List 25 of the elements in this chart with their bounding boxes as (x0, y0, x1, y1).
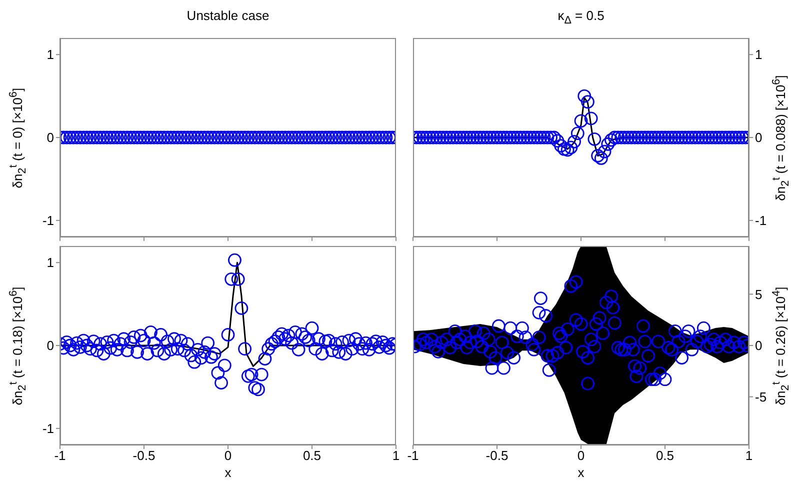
x-axis-title: x (578, 465, 584, 480)
x-tick-label: -0.5 (486, 448, 508, 464)
y-tick-label: -1 (755, 213, 767, 228)
chart-title: κ$_{Δ}$ = 0.5 (558, 8, 604, 27)
y-tick-label: -1 (42, 213, 54, 228)
y-tick-label: 5 (755, 286, 762, 302)
x-tick-label: -1 (407, 448, 419, 464)
y-tick-label: 0 (755, 130, 762, 146)
y-tick-label: -5 (755, 389, 767, 404)
x-tick-label: 0 (224, 448, 232, 464)
y-tick-label: 0 (46, 130, 54, 146)
x-tick-label: 0 (577, 448, 585, 464)
x-tick-label: -0.5 (132, 448, 156, 464)
x-tick-label: 1 (745, 448, 753, 464)
y-tick-label: 0 (755, 338, 762, 354)
chart-title: Unstable case (186, 8, 270, 23)
y-tick-label: 1 (46, 47, 54, 62)
x-tick-label: 1 (392, 448, 400, 464)
x-axis-title: x (224, 465, 232, 480)
y-tick-label: 1 (46, 255, 54, 270)
x-tick-label: 0.5 (302, 448, 322, 464)
x-tick-label: 0.5 (656, 448, 674, 464)
y-tick-label: -1 (42, 421, 54, 436)
y-tick-label: 1 (755, 47, 762, 62)
y-tick-label: 0 (46, 338, 54, 354)
